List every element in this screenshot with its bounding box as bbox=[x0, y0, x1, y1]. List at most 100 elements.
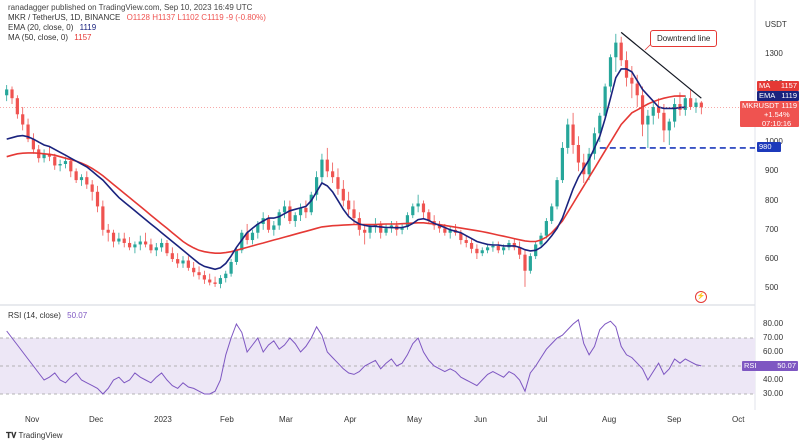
level-tag: 980 bbox=[757, 142, 781, 152]
candle-body bbox=[144, 241, 148, 245]
downtrend-line bbox=[620, 31, 702, 99]
candle-body bbox=[496, 245, 500, 251]
candle-body bbox=[614, 42, 618, 58]
candle-body bbox=[10, 89, 14, 99]
candle-body bbox=[352, 209, 356, 219]
candle-body bbox=[149, 244, 153, 251]
candle-body bbox=[523, 254, 527, 271]
annotations bbox=[599, 31, 755, 149]
candle-body bbox=[74, 171, 78, 181]
candle-body bbox=[314, 177, 319, 195]
candle-body bbox=[90, 184, 94, 192]
symbol-line: MKR / TetherUS, 1D, BINANCE bbox=[8, 13, 121, 22]
candle-body bbox=[133, 244, 137, 248]
candle-body bbox=[619, 42, 623, 61]
candle-body bbox=[411, 206, 415, 216]
ma-tag: MA 1157 bbox=[757, 81, 799, 91]
rsi-legend-label: RSI (14, close) bbox=[8, 311, 61, 320]
rsi-polyline bbox=[6, 318, 702, 395]
candle-body bbox=[154, 247, 158, 251]
publish-line: ranadagger published on TradingView.com,… bbox=[8, 3, 253, 12]
candle-body bbox=[576, 144, 581, 163]
candle-body bbox=[138, 241, 142, 245]
ema-tag-name: EMA bbox=[759, 91, 776, 100]
rsi-tick-label: 70.00 bbox=[763, 333, 784, 342]
ma-tag-value: 1157 bbox=[780, 81, 797, 90]
price-tick-label: 500 bbox=[765, 283, 779, 293]
candle-body bbox=[571, 124, 575, 145]
candle-body bbox=[26, 124, 30, 140]
candle-body bbox=[272, 225, 276, 230]
candle-body bbox=[63, 161, 68, 164]
candle-body bbox=[250, 232, 255, 241]
price-tick-label: 600 bbox=[765, 254, 779, 264]
time-tick-label: Jul bbox=[537, 415, 548, 424]
candle-body bbox=[598, 115, 602, 134]
candle-body bbox=[117, 238, 121, 242]
candle-body bbox=[336, 177, 340, 189]
time-tick-label: 2023 bbox=[154, 415, 172, 424]
candle-body bbox=[656, 106, 661, 113]
candle-body bbox=[368, 226, 372, 233]
candle-body bbox=[400, 226, 404, 230]
candle-body bbox=[256, 223, 260, 233]
candle-body bbox=[42, 153, 46, 159]
ma-line bbox=[6, 95, 686, 254]
ma-legend-label: MA (50, close, 0) bbox=[8, 33, 69, 42]
candle-body bbox=[229, 261, 233, 274]
candle-body bbox=[448, 229, 452, 233]
candle-body bbox=[197, 272, 201, 276]
symbol-tag-value: 1119 bbox=[781, 101, 797, 110]
candle-body bbox=[502, 247, 506, 251]
candle-body bbox=[234, 250, 239, 262]
price-tick-label: 900 bbox=[765, 166, 779, 176]
time-tick-label: Sep bbox=[667, 415, 682, 424]
candle-body bbox=[85, 177, 89, 185]
rsi-legend-value: 50.07 bbox=[67, 311, 88, 320]
candle-body bbox=[170, 253, 174, 260]
downtrend-callout[interactable]: Downtrend line bbox=[650, 30, 718, 47]
rsi-line bbox=[6, 318, 702, 395]
candle-body bbox=[282, 206, 287, 213]
rsi-band-fill bbox=[0, 338, 755, 394]
candle-body bbox=[662, 112, 666, 131]
lightning-icon[interactable]: ⚡ bbox=[695, 291, 707, 303]
candle-body bbox=[277, 212, 281, 226]
candle-body bbox=[592, 133, 597, 154]
candle-body bbox=[437, 225, 442, 229]
candle-body bbox=[160, 242, 164, 248]
tradingview-logo[interactable]: 𝐓𝐕 TradingView bbox=[6, 431, 63, 441]
candle-body bbox=[608, 57, 613, 87]
candle-body bbox=[485, 247, 490, 251]
candle-body bbox=[480, 250, 484, 254]
ema-line bbox=[6, 68, 686, 271]
candlestick-series bbox=[5, 33, 703, 289]
rsi-tag-name: RSI bbox=[744, 361, 757, 370]
candle-body bbox=[69, 161, 73, 172]
candle-body bbox=[363, 229, 367, 233]
symbol-tag-name: MKRUSDT bbox=[742, 101, 780, 110]
candle-body bbox=[31, 139, 35, 150]
ma-legend[interactable]: MA (50, close, 0) 1157 bbox=[8, 33, 91, 42]
candle-body bbox=[192, 267, 196, 273]
candle-body bbox=[21, 114, 25, 125]
ema-tag-value: 1119 bbox=[781, 91, 797, 100]
symbol-info: MKR / TetherUS, 1D, BINANCE O1128 H1137 … bbox=[8, 13, 266, 22]
rsi-band bbox=[0, 337, 755, 395]
ema-legend[interactable]: EMA (20, close, 0) 1119 bbox=[8, 23, 96, 32]
symbol-price-tag: MKRUSDT 1119 +1.54% 07:10:16 bbox=[740, 101, 799, 128]
candle-body bbox=[53, 156, 57, 166]
candle-body bbox=[550, 206, 554, 222]
candle-body bbox=[699, 102, 703, 108]
time-tick-label: Jun bbox=[474, 415, 487, 424]
time-tick-label: Mar bbox=[279, 415, 293, 424]
candle-body bbox=[416, 203, 420, 207]
rsi-legend[interactable]: RSI (14, close) 50.07 bbox=[8, 311, 87, 320]
candle-body bbox=[309, 194, 313, 213]
candle-body bbox=[266, 218, 271, 230]
candle-body bbox=[427, 212, 431, 222]
ohlc-values: O1128 H1137 L1102 C1119 -9 (-0.80%) bbox=[126, 13, 266, 22]
candle-body bbox=[640, 95, 645, 125]
time-tick-label: May bbox=[407, 415, 423, 424]
